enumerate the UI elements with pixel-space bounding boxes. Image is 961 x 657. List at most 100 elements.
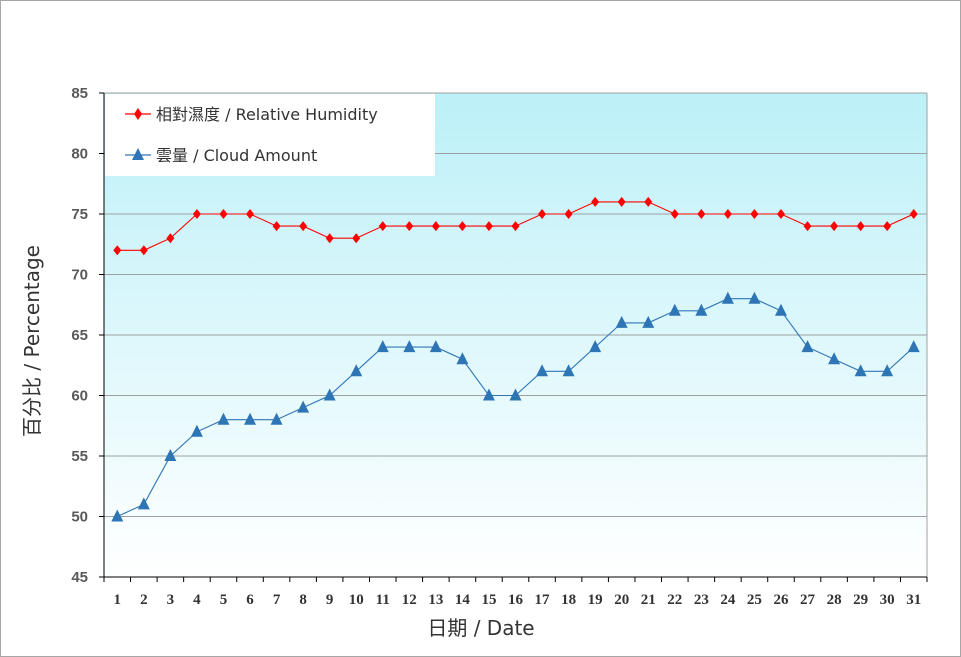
y-tick-label: 85 — [71, 85, 88, 102]
data-point-triangle — [562, 364, 575, 377]
data-point-triangle — [828, 352, 841, 365]
data-point-triangle — [270, 412, 283, 425]
data-point-diamond — [617, 196, 626, 207]
x-tick-label: 10 — [349, 592, 364, 608]
data-point-triangle — [350, 364, 363, 377]
legend-label-cloud: 雲量 / Cloud Amount — [156, 146, 317, 165]
data-point-diamond — [830, 221, 839, 232]
x-tick-label: 21 — [641, 592, 656, 608]
data-point-diamond — [883, 221, 892, 232]
x-tick-label: 22 — [667, 592, 682, 608]
data-point-triangle — [244, 412, 257, 425]
x-tick-label: 29 — [853, 592, 868, 608]
x-tick-label: 25 — [747, 592, 762, 608]
data-point-diamond — [723, 209, 732, 219]
x-tick-label: 2 — [140, 592, 148, 608]
data-point-triangle — [615, 315, 628, 328]
data-point-triangle — [297, 400, 310, 413]
x-tick-label: 24 — [720, 592, 736, 608]
data-point-triangle — [589, 340, 602, 353]
data-point-diamond — [670, 209, 679, 219]
data-point-diamond — [697, 209, 706, 219]
data-point-triangle — [190, 424, 203, 437]
data-point-diamond — [484, 221, 493, 232]
y-tick-label: 50 — [71, 509, 88, 526]
x-tick-label: 9 — [326, 592, 334, 608]
data-point-diamond — [352, 233, 361, 244]
legend-label-humidity: 相對濕度 / Relative Humidity — [156, 105, 378, 124]
data-point-triangle — [748, 291, 761, 304]
data-point-diamond — [591, 196, 600, 207]
y-tick-label: 60 — [71, 388, 88, 405]
data-point-triangle — [137, 497, 150, 510]
data-point-triangle — [456, 352, 469, 365]
data-point-diamond — [803, 221, 812, 232]
data-point-diamond — [166, 233, 175, 244]
y-tick-label: 55 — [71, 448, 88, 465]
x-tick-label: 5 — [220, 592, 228, 608]
data-point-triangle — [509, 388, 522, 401]
data-point-diamond — [431, 221, 440, 232]
data-point-diamond — [246, 209, 255, 219]
data-point-triangle — [642, 315, 655, 328]
data-point-triangle — [854, 364, 867, 377]
x-tick-label: 12 — [402, 592, 417, 608]
data-point-diamond — [750, 209, 759, 219]
x-tick-label: 18 — [561, 592, 576, 608]
data-point-diamond — [139, 245, 148, 256]
data-point-triangle — [217, 412, 230, 425]
data-point-triangle — [536, 364, 549, 377]
data-point-diamond — [511, 221, 520, 232]
y-tick-label: 65 — [71, 327, 88, 344]
data-point-diamond — [219, 209, 228, 219]
data-point-triangle — [111, 509, 124, 522]
x-tick-label: 14 — [455, 592, 471, 608]
y-tick-label: 70 — [71, 267, 88, 284]
data-point-triangle — [668, 303, 681, 316]
data-point-diamond — [325, 233, 334, 244]
x-tick-label: 17 — [535, 592, 551, 608]
data-point-triangle — [376, 340, 389, 353]
x-tick-label: 26 — [773, 592, 789, 608]
data-point-diamond — [192, 209, 201, 219]
data-point-diamond — [458, 221, 467, 232]
data-point-diamond — [538, 209, 547, 219]
legend-diamond-icon — [134, 108, 142, 120]
x-tick-label: 16 — [508, 592, 524, 608]
x-tick-label: 4 — [193, 592, 201, 608]
x-tick-label: 31 — [906, 592, 921, 608]
x-tick-label: 20 — [614, 592, 629, 608]
x-tick-label: 7 — [273, 592, 281, 608]
data-point-triangle — [881, 364, 894, 377]
data-point-triangle — [403, 340, 416, 353]
x-axis-label: 日期 / Date — [427, 616, 534, 640]
data-point-diamond — [776, 209, 785, 219]
y-tick-label: 80 — [71, 146, 88, 163]
x-tick-label: 23 — [694, 592, 709, 608]
data-point-triangle — [429, 340, 442, 353]
x-tick-label: 30 — [880, 592, 895, 608]
data-point-triangle — [482, 388, 495, 401]
legend: 相對濕度 / Relative Humidity 雲量 / Cloud Amou… — [105, 94, 435, 176]
data-point-triangle — [774, 303, 787, 316]
data-point-triangle — [695, 303, 708, 316]
x-tick-label: 13 — [428, 592, 443, 608]
data-point-triangle — [721, 291, 734, 304]
legend-triangle-icon — [132, 148, 144, 160]
x-tick-label: 27 — [800, 592, 816, 608]
data-point-triangle — [164, 449, 177, 461]
x-tick-label: 3 — [167, 592, 175, 608]
x-tick-label: 11 — [376, 592, 390, 608]
y-axis-label: 百分比 / Percentage — [20, 245, 44, 437]
x-tick-label: 28 — [827, 592, 842, 608]
data-point-triangle — [323, 388, 336, 401]
data-point-diamond — [405, 221, 414, 232]
x-tick-label: 1 — [114, 592, 122, 608]
data-point-diamond — [644, 196, 653, 207]
legend-box — [105, 94, 435, 176]
data-point-diamond — [299, 221, 308, 232]
data-point-triangle — [907, 340, 920, 353]
data-point-diamond — [564, 209, 573, 219]
